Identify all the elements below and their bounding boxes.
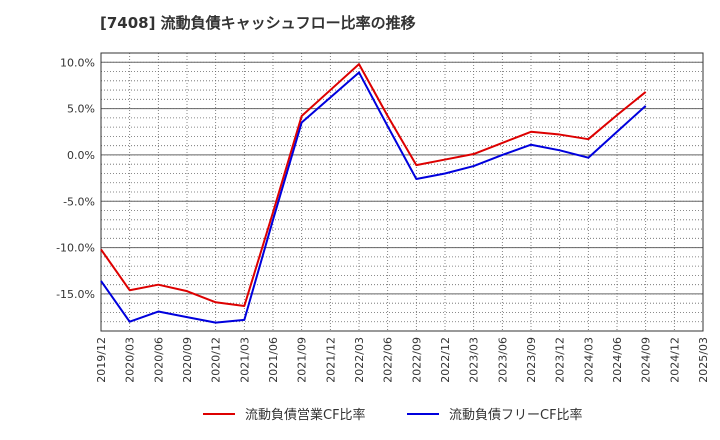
x-tick-label: 2022/03	[353, 337, 366, 383]
grid	[100, 52, 704, 332]
x-tick-label: 2023/12	[554, 337, 567, 383]
legend-label: 流動負債フリーCF比率	[449, 407, 583, 423]
series-line-operating-cf	[100, 63, 647, 307]
x-tick-label: 2021/03	[238, 337, 251, 383]
x-tick-label: 2022/09	[410, 337, 423, 383]
x-tick-label: 2024/03	[582, 337, 595, 383]
x-tick-label: 2021/09	[296, 337, 309, 383]
x-tick-label: 2023/03	[468, 337, 481, 383]
chart-title: [7408] 流動負債キャッシュフロー比率の推移	[100, 14, 416, 32]
y-tick-label: 10.0%	[60, 56, 95, 69]
y-tick-label: -15.0%	[56, 288, 95, 301]
legend: 流動負債営業CF比率 流動負債フリーCF比率	[203, 407, 583, 423]
y-tick-label: 0.0%	[67, 149, 95, 162]
y-tick-label: 5.0%	[67, 103, 95, 116]
axes: 10.0% 5.0% 0.0% -5.0% -10.0% -15.0% 2019/12 202…	[56, 52, 710, 383]
x-tick-label: 2020/06	[152, 337, 165, 383]
x-tick-label: 2019/12	[95, 337, 108, 383]
x-tick-label: 2021/12	[324, 337, 337, 383]
x-tick-label: 2020/12	[210, 337, 223, 383]
x-tick-label: 2022/12	[439, 337, 452, 383]
x-tick-label: 2024/06	[611, 337, 624, 383]
x-tick-label: 2022/06	[382, 337, 395, 383]
x-tick-label: 2020/09	[181, 337, 194, 383]
x-tick-label: 2021/06	[267, 337, 280, 383]
x-tick-label: 2024/12	[668, 337, 681, 383]
x-tick-label: 2023/09	[525, 337, 538, 383]
x-tick-label: 2025/03	[697, 337, 710, 383]
x-tick-label: 2020/03	[124, 337, 137, 383]
plot-frame	[100, 52, 704, 332]
series-line-free-cf	[100, 71, 647, 324]
x-tick-label: 2023/06	[496, 337, 509, 383]
series-lines	[100, 63, 647, 324]
legend-label: 流動負債営業CF比率	[245, 407, 366, 423]
y-tick-label: -5.0%	[63, 195, 95, 208]
y-tick-label: -10.0%	[56, 242, 95, 255]
x-tick-label: 2024/09	[640, 337, 653, 383]
